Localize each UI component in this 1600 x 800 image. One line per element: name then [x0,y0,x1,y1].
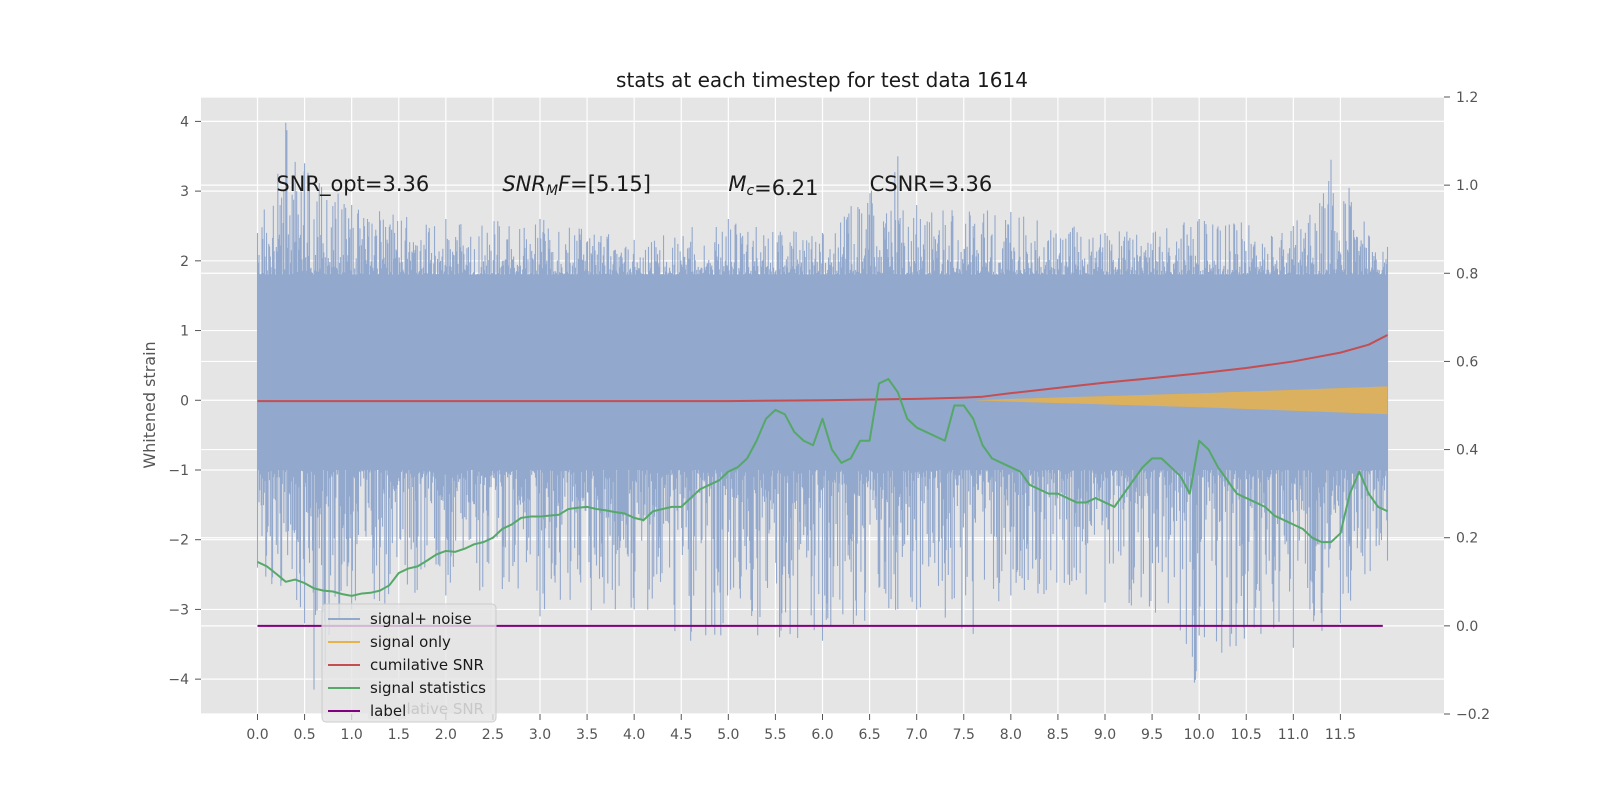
x-tick-label: 8.0 [1000,727,1022,743]
x-tick-label: 6.5 [858,727,880,743]
legend-frame [321,603,497,723]
legend-label-bg [368,699,406,719]
x-tick-label: 10.0 [1184,727,1215,743]
x-tick-label: 8.5 [1047,727,1069,743]
y-tick-label: 3 [180,184,189,200]
x-tick-label: 6.0 [811,727,833,743]
y2-tick-label: 0.4 [1456,443,1478,459]
x-tick-label: 3.5 [576,727,598,743]
x-tick-label: 7.5 [953,727,975,743]
y-tick-label: 0 [180,393,189,409]
x-tick-label: 2.5 [482,727,504,743]
y-axis-label: Whitened strain [140,341,159,468]
y-tick-label: 4 [180,114,189,130]
y-axis-left: 4 3 2 1 0 −1 −2 −3 −4 [168,114,201,688]
x-tick-label: 11.0 [1278,727,1309,743]
annotations: SNR_opt=3.36 SNRMF=[5.15] Mc=6.21 CSNR=3.36 [276,172,992,200]
x-tick-label: 4.0 [623,727,645,743]
x-tick-label: 10.5 [1231,727,1262,743]
legend-label: label [370,702,406,720]
series-signal-only [973,386,1388,415]
y2-tick-label: 1.2 [1456,90,1478,106]
x-tick-label: 5.5 [764,727,786,743]
x-tick-label: 1.0 [341,727,363,743]
y-tick-label: 1 [180,324,189,340]
signal-only-band [973,386,1388,415]
y-tick-label: 2 [180,254,189,270]
x-tick-label: 1.5 [388,727,410,743]
x-tick-label: 9.0 [1094,727,1116,743]
x-tick-label: 0.5 [293,727,315,743]
chart-title: stats at each timestep for test data 161… [616,68,1028,92]
annotation: SNRMF=[5.15] [502,172,651,199]
legend-label: signal only [370,633,451,651]
legend-label: signal statistics [370,679,486,697]
annotation: SNR_opt=3.36 [276,172,429,197]
y-axis-right: 1.2 1.0 0.8 0.6 0.4 0.2 0.0 −0.2 [1444,90,1490,723]
x-tick-label: 7.0 [906,727,928,743]
y-tick-label: −3 [168,602,189,618]
x-tick-label: 11.5 [1325,727,1356,743]
x-tick-label: 9.5 [1141,727,1163,743]
noise-trace [256,122,1389,690]
y-tick-label: −4 [168,672,189,688]
y-tick-label: −1 [168,463,189,479]
series-cumulative-snr [257,334,1388,403]
x-tick-label: 4.5 [670,727,692,743]
x-tick-label: 5.0 [717,727,739,743]
y2-tick-label: 0.2 [1456,531,1478,547]
y2-tick-label: 0.6 [1456,354,1478,370]
y2-tick-label: 0.0 [1456,619,1478,635]
y2-tick-label: −0.2 [1456,707,1490,723]
annotation: CSNR=3.36 [870,172,993,196]
annotation: Mc=6.21 [728,172,818,200]
series-signal-statistics [257,378,1388,597]
x-tick-label: 0.0 [246,727,268,743]
y2-tick-label: 1.0 [1456,178,1478,194]
x-axis: 0.0 0.5 1.0 1.5 2.0 2.5 3.0 3.5 4.0 4.5 5.0 5.5 6.0 6… [246,714,1356,743]
y2-tick-label: 0.8 [1456,266,1478,282]
x-tick-label: 2.0 [435,727,457,743]
legend-label: signal+ noise [370,610,472,628]
x-tick-label: 3.0 [529,727,551,743]
y-tick-label: −2 [168,533,189,549]
legend-label: cumilative SNR [370,656,484,674]
